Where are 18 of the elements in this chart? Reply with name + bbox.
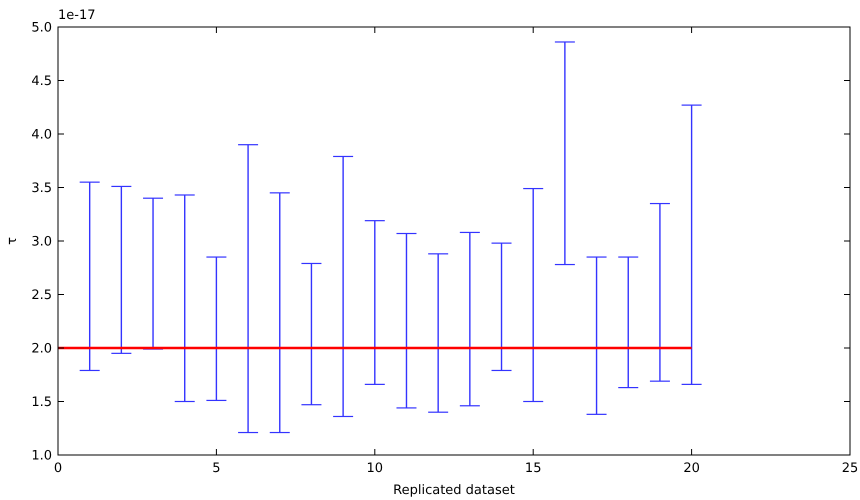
y-tick-label: 2.0	[31, 342, 52, 356]
x-tick-label: 20	[683, 461, 700, 476]
x-axis-title: Replicated dataset	[393, 483, 515, 498]
x-tick-label: 25	[842, 461, 858, 476]
y-tick-label: 3.5	[31, 181, 52, 196]
text: 1e-17	[58, 8, 96, 23]
x-tick-label: 0	[54, 461, 62, 476]
y-tick-label: 1.5	[31, 395, 52, 410]
x-tick-label: 10	[366, 461, 384, 476]
y-axis-title: τ	[5, 236, 20, 245]
y-tick-label: 2.5	[31, 288, 52, 303]
y-tick-label: 4.5	[31, 74, 52, 89]
y-tick-label: 5.0	[31, 20, 52, 36]
y-tick-label: 4.0	[31, 128, 52, 142]
x-tick-label: 5	[212, 461, 221, 476]
y-tick-label: 1.0	[31, 448, 52, 464]
y-tick-label: 3.0	[31, 234, 52, 250]
x-tick-label: 15	[524, 461, 542, 476]
